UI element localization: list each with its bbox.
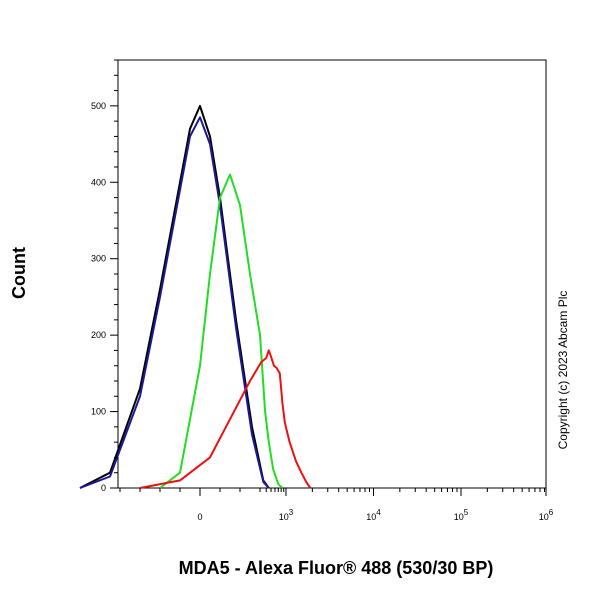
x-tick-label: 0 [197,512,202,522]
x-tick-label: 103 [279,508,294,522]
series-line-1 [79,116,270,489]
y-tick-label: 500 [91,101,106,111]
series-line-0 [79,104,270,489]
x-tick-exponent: 3 [289,508,294,517]
x-axis-title: MDA5 - Alexa Fluor® 488 (530/30 BP) [179,558,494,578]
x-tick-label: 104 [366,508,381,522]
y-tick-label: 400 [91,177,106,187]
x-tick-exponent: 5 [464,508,469,517]
y-tick-label: 0 [101,483,106,493]
x-tick-exponent: 6 [549,508,554,517]
x-tick-exponent: 4 [376,508,381,517]
copyright-annotation: Copyright (c) 2023 Abcam Plc [556,291,570,450]
y-axis-title: Count [9,247,29,299]
y-axis-ticks: 0 100 200 300 400 500 [91,59,118,493]
plot-area [117,59,547,489]
series-line-3 [139,349,312,489]
x-tick-label: 106 [539,508,554,522]
y-tick-label: 100 [91,407,106,417]
y-tick-label: 300 [91,254,106,264]
series-layer [79,104,312,489]
y-tick-label: 200 [91,330,106,340]
series-line-2 [159,173,284,489]
x-tick-label: 105 [454,508,469,522]
x-axis-ticks: 0 103 104 105 106 [119,488,554,522]
